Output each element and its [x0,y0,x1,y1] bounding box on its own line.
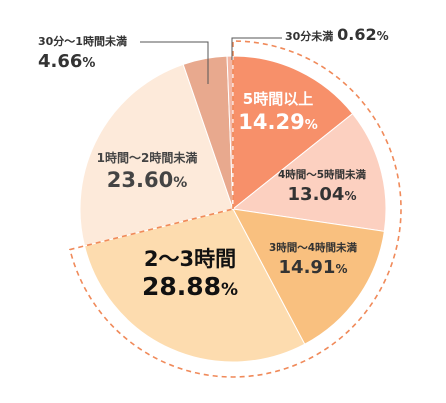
slice-unit-2: % [335,262,347,276]
slice-category-2: 3時間〜4時間未満 [269,241,358,254]
pie-slice-0 [232,55,354,211]
slice-unit-1: % [344,189,356,203]
slice-label-6: 30分未満 0.62% [285,25,389,44]
slice-unit-6: % [377,29,389,43]
slice-value-0: 14.29% [238,110,317,134]
slice-category-3: 2〜3時間 [144,247,236,271]
slice-value-number-5: 4.66 [38,51,82,72]
slice-value-4: 23.60% [107,168,187,192]
pie-slice-3 [83,208,306,363]
slice-value-6: 0.62 [337,25,376,44]
slice-unit-5: % [82,56,95,71]
pie-slice-1 [231,112,387,232]
slice-value-number-3: 28.88 [142,272,221,301]
slice-value-2: 14.91% [279,257,348,278]
slice-unit-4: % [173,175,187,191]
slice-unit-0: % [305,118,318,133]
emphasis-dashed-outline [68,40,402,378]
slice-value-number-1: 13.04 [288,184,345,205]
slice-value-number-4: 23.60 [107,168,173,192]
slice-value-1: 13.04% [288,184,357,205]
slice-value-5: 4.66% [38,51,95,72]
slice-unit-3: % [221,280,238,300]
slice-category-1: 4時間〜5時間未満 [278,168,367,181]
callout-line-30min-1h [140,41,209,84]
slice-category-5: 30分〜1時間未満 [38,34,127,48]
slice-value-number-2: 14.91 [279,257,336,278]
pie-slice-4 [79,63,234,247]
callout-line-under-30min [231,37,282,60]
slice-category-6: 30分未満 [285,29,337,43]
pie-slice-2 [232,208,385,345]
slice-category-0: 5時間以上 [243,90,313,108]
slice-category-4: 1時間〜2時間未満 [97,150,198,165]
slice-value-number-0: 14.29 [238,110,304,134]
slice-value-3: 28.88% [142,272,238,301]
